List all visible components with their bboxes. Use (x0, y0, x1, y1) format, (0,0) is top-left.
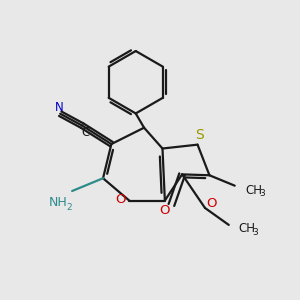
Text: NH: NH (49, 196, 67, 209)
Text: N: N (55, 101, 64, 114)
Text: CH: CH (246, 184, 263, 196)
Text: 3: 3 (260, 190, 265, 199)
Text: O: O (115, 194, 125, 206)
Text: S: S (196, 128, 204, 142)
Text: C: C (82, 126, 90, 139)
Text: O: O (206, 197, 217, 210)
Text: 3: 3 (252, 228, 258, 237)
Text: O: O (160, 204, 170, 218)
Text: 2: 2 (66, 203, 72, 212)
Text: CH: CH (238, 222, 256, 235)
